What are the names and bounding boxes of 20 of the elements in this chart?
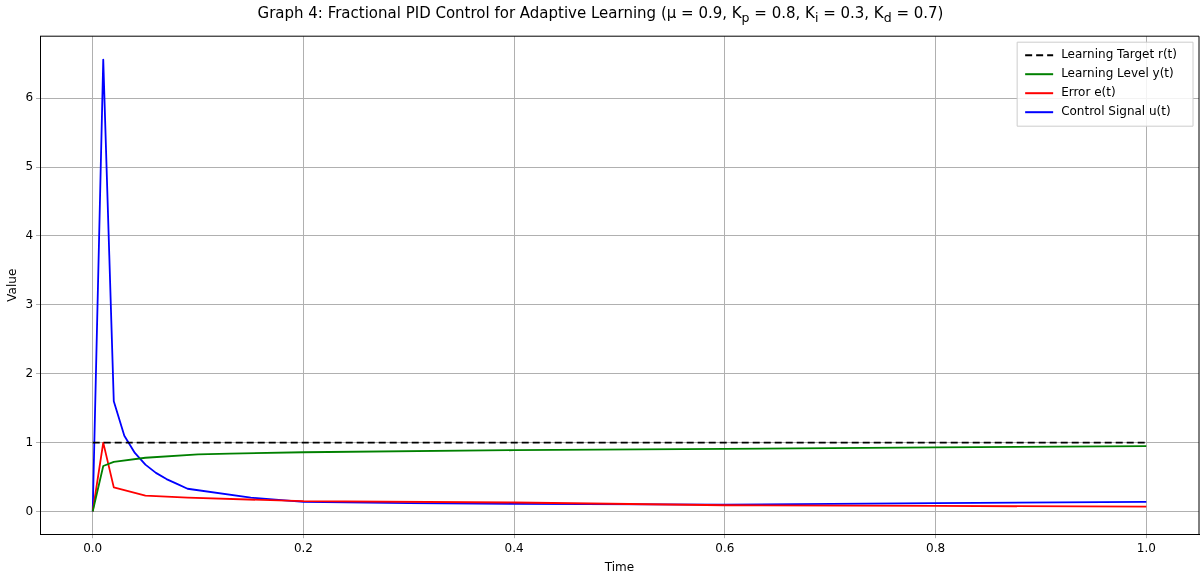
legend-label: Learning Target r(t) (1061, 47, 1178, 62)
y-tick-label: 5 (25, 159, 34, 174)
chart-title: Graph 4: Fractional PID Control for Adaptive Learning (μ = 0.9, K$_{p}$ = 0.8, K$_{i}$ = 0.3, K$_{d}$ = 0.7) (256, 4, 945, 25)
y-tick-label: 3 (25, 296, 34, 311)
x-axis-title: Time (603, 559, 635, 574)
y-tick-label: 1 (25, 434, 34, 449)
x-tick-label: 0.2 (293, 540, 313, 555)
y-axis-title: Value (5, 268, 20, 302)
y-tick-label: 6 (25, 90, 34, 105)
legend-label: Control Signal u(t) (1061, 104, 1171, 119)
x-tick-label: 0.4 (504, 540, 524, 555)
y-tick-label: 4 (25, 228, 34, 243)
legend-label: Error e(t) (1061, 85, 1116, 100)
y-tick-label: 2 (25, 365, 34, 380)
x-tick-label: 1.0 (1136, 540, 1156, 555)
x-tick-label: 0.0 (83, 540, 103, 555)
y-tick-label: 0 (25, 503, 34, 518)
x-tick-label: 0.8 (926, 540, 946, 555)
legend-label: Learning Level y(t) (1061, 66, 1174, 81)
x-tick-label: 0.6 (715, 540, 735, 555)
